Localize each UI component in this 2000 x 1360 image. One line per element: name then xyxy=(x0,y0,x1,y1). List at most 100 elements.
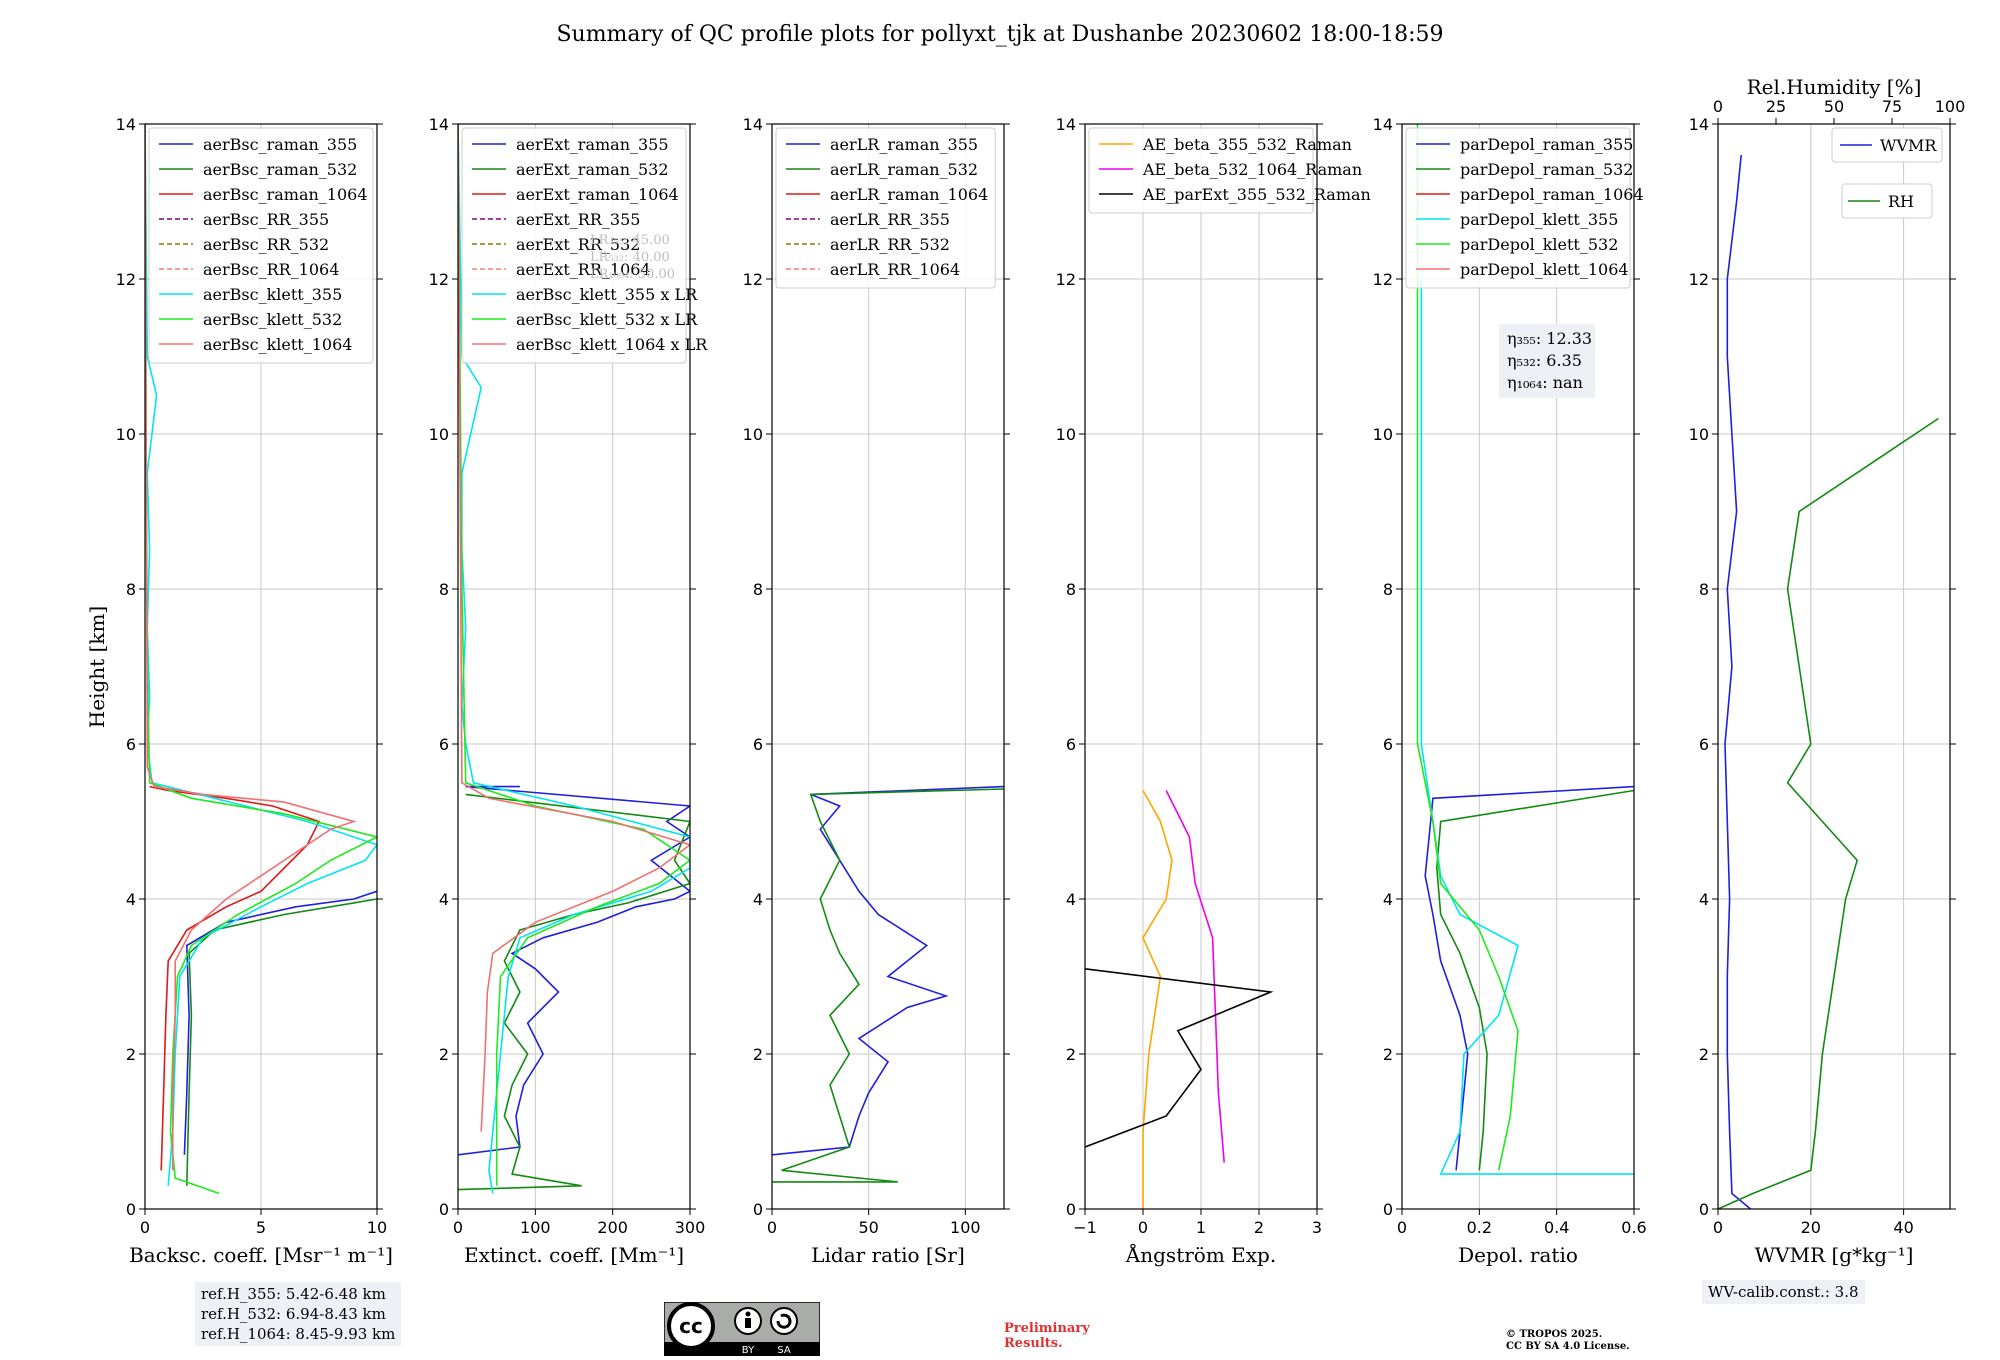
water-vapor-xlabel: WVMR [g*kg⁻¹] xyxy=(1755,1243,1914,1267)
angstrom-xtick-label: 2 xyxy=(1254,1218,1264,1237)
angstrom-xtick-label: −1 xyxy=(1073,1218,1097,1237)
extinction-xlabel: Extinct. coeff. [Mm⁻¹] xyxy=(464,1243,684,1267)
angstrom-ytick-label: 12 xyxy=(1056,270,1076,289)
preliminary-note: Preliminary Results. xyxy=(1004,1321,1090,1351)
depolarization-legend-label: parDepol_raman_355 xyxy=(1460,135,1633,154)
backscatter-ytick-label: 14 xyxy=(116,115,136,134)
backscatter-ytick-label: 6 xyxy=(126,735,136,754)
depolarization-ytick-label: 2 xyxy=(1383,1045,1393,1064)
extinction-legend-label: aerExt_RR_1064 xyxy=(516,260,651,279)
depolarization-ytick-label: 8 xyxy=(1383,580,1393,599)
depolarization-xtick-label: 0.4 xyxy=(1544,1218,1569,1237)
angstrom-ytick-label: 6 xyxy=(1066,735,1076,754)
water-vapor-x2tick-label: 25 xyxy=(1766,97,1786,116)
backscatter-legend-label: aerBsc_RR_355 xyxy=(203,210,329,229)
backscatter-xlabel: Backsc. coeff. [Msr⁻¹ m⁻¹] xyxy=(129,1243,393,1267)
depolarization-legend-label: parDepol_klett_532 xyxy=(1460,235,1618,254)
extinction-ytick-label: 8 xyxy=(439,580,449,599)
extinction-legend-label: aerExt_RR_532 xyxy=(516,235,640,254)
backscatter-ytick-label: 0 xyxy=(126,1200,136,1219)
extinction-series-aerExt-raman-532 xyxy=(458,793,690,1191)
extinction-series-aerExt-raman-355 xyxy=(458,785,690,1156)
depolarization-annotation: η₃₅₅: 12.33 xyxy=(1507,329,1592,348)
backscatter-legend-label: aerBsc_raman_355 xyxy=(203,135,357,154)
backscatter-series-aerBsc-klett-1064 xyxy=(145,124,357,1171)
backscatter-xtick-label: 10 xyxy=(367,1218,387,1237)
backscatter-legend-label: aerBsc_RR_1064 xyxy=(203,260,339,279)
extinction-ytick-label: 12 xyxy=(429,270,449,289)
depolarization-annotation-box xyxy=(1499,324,1595,398)
lidar-ratio-xtick-label: 0 xyxy=(767,1218,777,1237)
backscatter-xtick-label: 0 xyxy=(140,1218,150,1237)
depolarization-annotation: η₁₀₆₄: nan xyxy=(1507,373,1583,392)
depolarization-ytick-label: 10 xyxy=(1373,425,1393,444)
water-vapor-ytick-label: 14 xyxy=(1689,115,1709,134)
angstrom-xtick-label: 0 xyxy=(1138,1218,1148,1237)
backscatter-legend-label: aerBsc_RR_532 xyxy=(203,235,329,254)
extinction-series-aerBsc-klett-1064-x-LR xyxy=(458,124,690,1132)
lidar-ratio-xtick-label: 50 xyxy=(858,1218,878,1237)
lidar-ratio-ytick-label: 0 xyxy=(753,1200,763,1219)
depolarization-annotation: η₅₃₂: 6.35 xyxy=(1507,351,1582,370)
angstrom-ytick-label: 4 xyxy=(1066,890,1076,909)
angstrom-xtick-label: 1 xyxy=(1196,1218,1206,1237)
water-vapor-ytick-label: 8 xyxy=(1699,580,1709,599)
water-vapor-ytick-label: 4 xyxy=(1699,890,1709,909)
depolarization-legend-label: parDepol_klett_355 xyxy=(1460,210,1618,229)
lidar-ratio-series-aerLR-raman-532 xyxy=(772,788,1004,1183)
extinction-legend-label: aerExt_raman_532 xyxy=(516,160,669,179)
preliminary-line-2: Results. xyxy=(1004,1336,1063,1351)
extinction-ytick-label: 4 xyxy=(439,890,449,909)
depolarization-legend-label: parDepol_raman_1064 xyxy=(1460,185,1644,204)
water-vapor-legend-label: WVMR xyxy=(1880,136,1937,155)
by-text: BY xyxy=(742,1345,755,1356)
figure-title: Summary of QC profile plots for pollyxt_… xyxy=(556,22,1444,47)
backscatter-ytick-label: 10 xyxy=(116,425,136,444)
angstrom-ytick-label: 8 xyxy=(1066,580,1076,599)
extinction-legend-label: aerBsc_klett_355 x LR xyxy=(516,285,698,304)
angstrom-legend-label: AE_beta_532_1064_Raman xyxy=(1142,160,1362,179)
extinction-legend-label: aerExt_RR_355 xyxy=(516,210,640,229)
extinction-xtick-label: 300 xyxy=(675,1218,706,1237)
water-vapor-ytick-label: 10 xyxy=(1689,425,1709,444)
depolarization-series-parDepol-raman-355 xyxy=(1424,785,1634,1171)
depolarization-legend-box xyxy=(1405,127,1631,289)
backscatter-series-aerBsc-raman-1064 xyxy=(149,785,321,1171)
extinction-series-aerBsc-klett-532-x-LR xyxy=(458,124,690,1186)
lidar-ratio-legend-label: aerLR_RR_532 xyxy=(830,235,950,254)
lidar-ratio-legend-box xyxy=(775,127,996,289)
lidar-ratio-legend-label: aerLR_RR_1064 xyxy=(830,260,960,279)
water-vapor-x2tick-label: 75 xyxy=(1882,97,1902,116)
lidar-ratio-legend-label: aerLR_RR_355 xyxy=(830,210,950,229)
ref-height-355: ref.H_355: 5.42-6.48 km xyxy=(201,1285,386,1303)
backscatter-legend-label: aerBsc_raman_532 xyxy=(203,160,357,179)
depolarization-ytick-label: 4 xyxy=(1383,890,1393,909)
lidar-ratio-ytick-label: 12 xyxy=(743,270,763,289)
angstrom-ytick-label: 0 xyxy=(1066,1200,1076,1219)
depolarization-ytick-label: 6 xyxy=(1383,735,1393,754)
cc-text: cc xyxy=(679,1314,703,1338)
backscatter-xtick-label: 5 xyxy=(256,1218,266,1237)
water-vapor-xtick-label: 20 xyxy=(1801,1218,1821,1237)
y-axis-label: Height [km] xyxy=(85,606,109,728)
extinction-ytick-label: 10 xyxy=(429,425,449,444)
sa-text: SA xyxy=(777,1345,791,1356)
water-vapor-legend-box xyxy=(1841,183,1933,219)
angstrom-ytick-label: 14 xyxy=(1056,115,1076,134)
water-vapor-x2tick-label: 100 xyxy=(1935,97,1966,116)
reference-height-box: ref.H_355: 5.42-6.48 km ref.H_532: 6.94-… xyxy=(195,1282,402,1346)
extinction-legend-label: aerBsc_klett_1064 x LR xyxy=(516,335,708,354)
water-vapor-frame xyxy=(1717,123,1951,1210)
extinction-legend-label: aerExt_raman_1064 xyxy=(516,185,679,204)
backscatter-legend-label: aerBsc_klett_532 xyxy=(203,310,342,329)
depolarization-ytick-label: 14 xyxy=(1373,115,1393,134)
extinction-annotation: LR₁₀₆₄: 50.00 xyxy=(590,267,675,282)
extinction-legend-label: aerExt_raman_355 xyxy=(516,135,669,154)
preliminary-line-1: Preliminary xyxy=(1004,1321,1090,1336)
wv-calib-box: WV-calib.const.: 3.8 xyxy=(1702,1280,1865,1304)
extinction-xtick-label: 200 xyxy=(597,1218,628,1237)
depolarization-series-parDepol-raman-532 xyxy=(1435,789,1634,1171)
backscatter-legend-label: aerBsc_klett_1064 xyxy=(203,335,352,354)
backscatter-series-aerBsc-klett-532 xyxy=(145,124,377,1195)
